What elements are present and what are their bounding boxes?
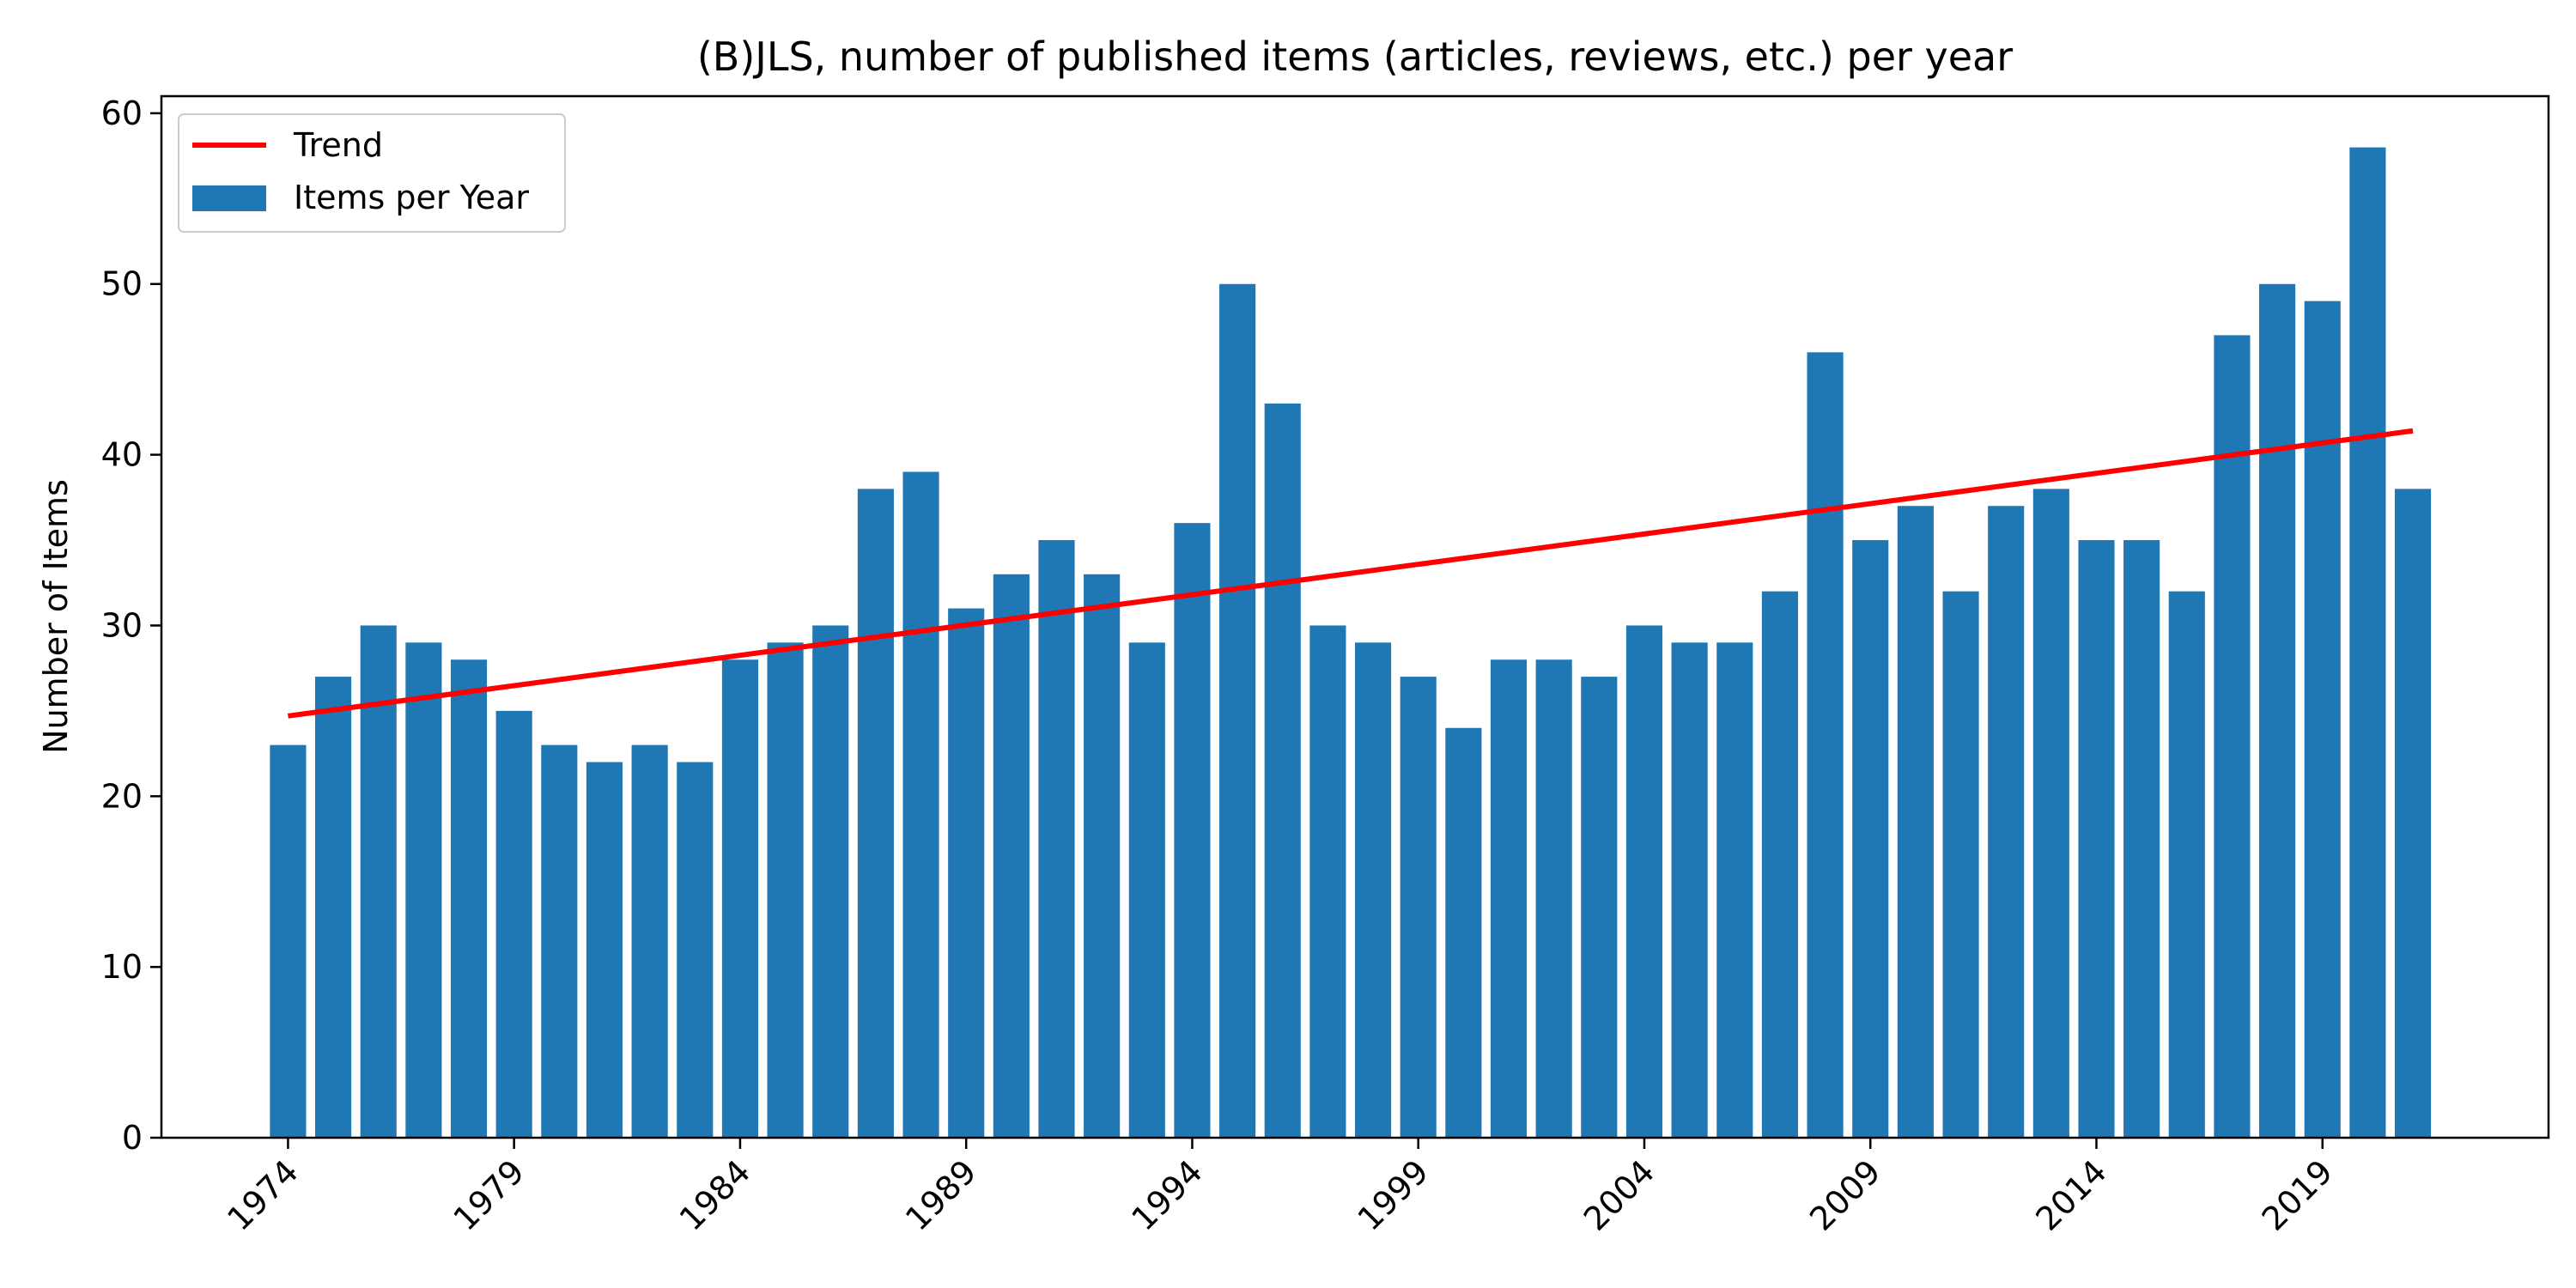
- trend-line: [288, 428, 2414, 719]
- bar-2013: [2032, 489, 2069, 1138]
- bar-1981: [586, 762, 623, 1138]
- bar-2003: [1581, 677, 1618, 1138]
- bar-2018: [2259, 283, 2296, 1138]
- bar-2001: [1490, 659, 1528, 1138]
- bar-1992: [1084, 574, 1121, 1138]
- bar-2008: [1807, 352, 1844, 1138]
- bar-2011: [1942, 591, 1979, 1138]
- bar-1976: [360, 625, 397, 1138]
- bar-2007: [1761, 591, 1798, 1138]
- bar-1989: [948, 608, 985, 1138]
- bar-1985: [767, 642, 804, 1138]
- bar-1993: [1128, 642, 1165, 1138]
- bar-2010: [1897, 506, 1934, 1138]
- y-tick-label: 40: [101, 436, 143, 474]
- plot-frame: [160, 94, 2550, 1139]
- bar-2006: [1716, 642, 1753, 1138]
- y-tick-label: 60: [101, 94, 143, 132]
- bar-2015: [2123, 540, 2160, 1138]
- bar-1997: [1309, 625, 1346, 1138]
- bar-2016: [2168, 591, 2205, 1138]
- y-tick-label: 50: [101, 265, 143, 303]
- bar-1984: [721, 659, 758, 1138]
- bar-1987: [857, 489, 894, 1138]
- bar-2021: [2394, 489, 2432, 1138]
- bar-2009: [1852, 540, 1889, 1138]
- bars-group: [270, 147, 2432, 1138]
- bar-1998: [1355, 642, 1392, 1138]
- bar-1983: [677, 762, 714, 1138]
- legend-bars-label: Items per Year: [294, 179, 529, 216]
- y-tick-label: 10: [101, 948, 143, 986]
- bar-1974: [270, 744, 307, 1138]
- bar-1982: [631, 744, 668, 1138]
- bar-1975: [315, 677, 352, 1138]
- chart-title: (B)JLS, number of published items (artic…: [697, 33, 2013, 80]
- bar-2014: [2078, 540, 2115, 1138]
- bar-2000: [1445, 727, 1482, 1138]
- bar-1995: [1219, 283, 1256, 1138]
- bar-2020: [2349, 147, 2386, 1138]
- bar-1978: [450, 659, 488, 1138]
- trend-line-group: [288, 428, 2414, 719]
- bar-2005: [1671, 642, 1708, 1138]
- y-axis-ticks: 0 10 20 30 40 50 60: [101, 94, 161, 1157]
- bar-1990: [993, 574, 1030, 1138]
- legend-trend-label: Trend: [293, 126, 383, 164]
- bar-1991: [1038, 540, 1075, 1138]
- bar-1996: [1264, 403, 1301, 1138]
- bar-1979: [495, 710, 532, 1138]
- bar-1988: [902, 471, 939, 1138]
- y-axis-label: Number of Items: [37, 479, 75, 754]
- bar-2004: [1625, 625, 1663, 1138]
- bar-2019: [2304, 301, 2341, 1138]
- y-tick-label: 20: [101, 777, 143, 815]
- bar-1999: [1400, 677, 1437, 1138]
- bar-1986: [812, 625, 849, 1138]
- bar-2012: [1988, 506, 2025, 1138]
- y-tick-label: 30: [101, 606, 143, 644]
- legend-box: [178, 113, 566, 233]
- bar-1977: [405, 642, 442, 1138]
- y-tick-label: 0: [122, 1119, 143, 1157]
- bar-1980: [541, 744, 578, 1138]
- legend-bars-swatch: [192, 185, 266, 211]
- bar-2017: [2214, 335, 2251, 1138]
- legend: Trend Items per Year: [178, 113, 566, 233]
- bar-1994: [1174, 523, 1211, 1138]
- bar-2002: [1535, 659, 1572, 1138]
